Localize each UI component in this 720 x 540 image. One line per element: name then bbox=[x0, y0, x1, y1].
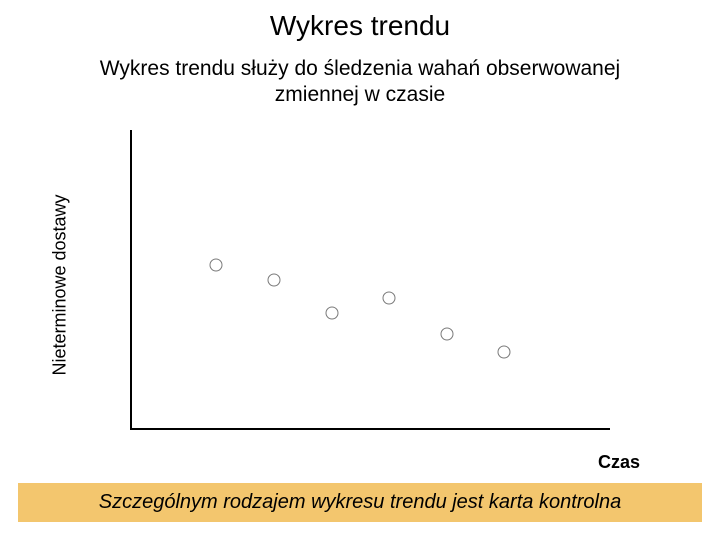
page-subtitle: Wykres trendu służy do śledzenia wahań o… bbox=[0, 42, 720, 109]
x-axis bbox=[130, 428, 610, 430]
trend-chart: Nieterminowe dostawy bbox=[90, 130, 630, 440]
footnote-box: Szczególnym rodzajem wykresu trendu jest… bbox=[18, 483, 702, 522]
y-axis-label: Nieterminowe dostawy bbox=[50, 194, 71, 375]
x-axis-label: Czas bbox=[598, 452, 640, 473]
footnote-text: Szczególnym rodzajem wykresu trendu jest… bbox=[99, 491, 621, 513]
data-point bbox=[268, 274, 281, 287]
plot-area bbox=[130, 130, 610, 430]
data-point bbox=[383, 292, 396, 305]
y-axis bbox=[130, 130, 132, 430]
data-point bbox=[210, 259, 223, 272]
subtitle-line-2: zmiennej w czasie bbox=[275, 83, 445, 106]
subtitle-line-1: Wykres trendu służy do śledzenia wahań o… bbox=[100, 57, 620, 80]
data-point bbox=[498, 346, 511, 359]
data-point bbox=[440, 328, 453, 341]
data-point bbox=[325, 307, 338, 320]
page-title: Wykres trendu bbox=[0, 0, 720, 42]
